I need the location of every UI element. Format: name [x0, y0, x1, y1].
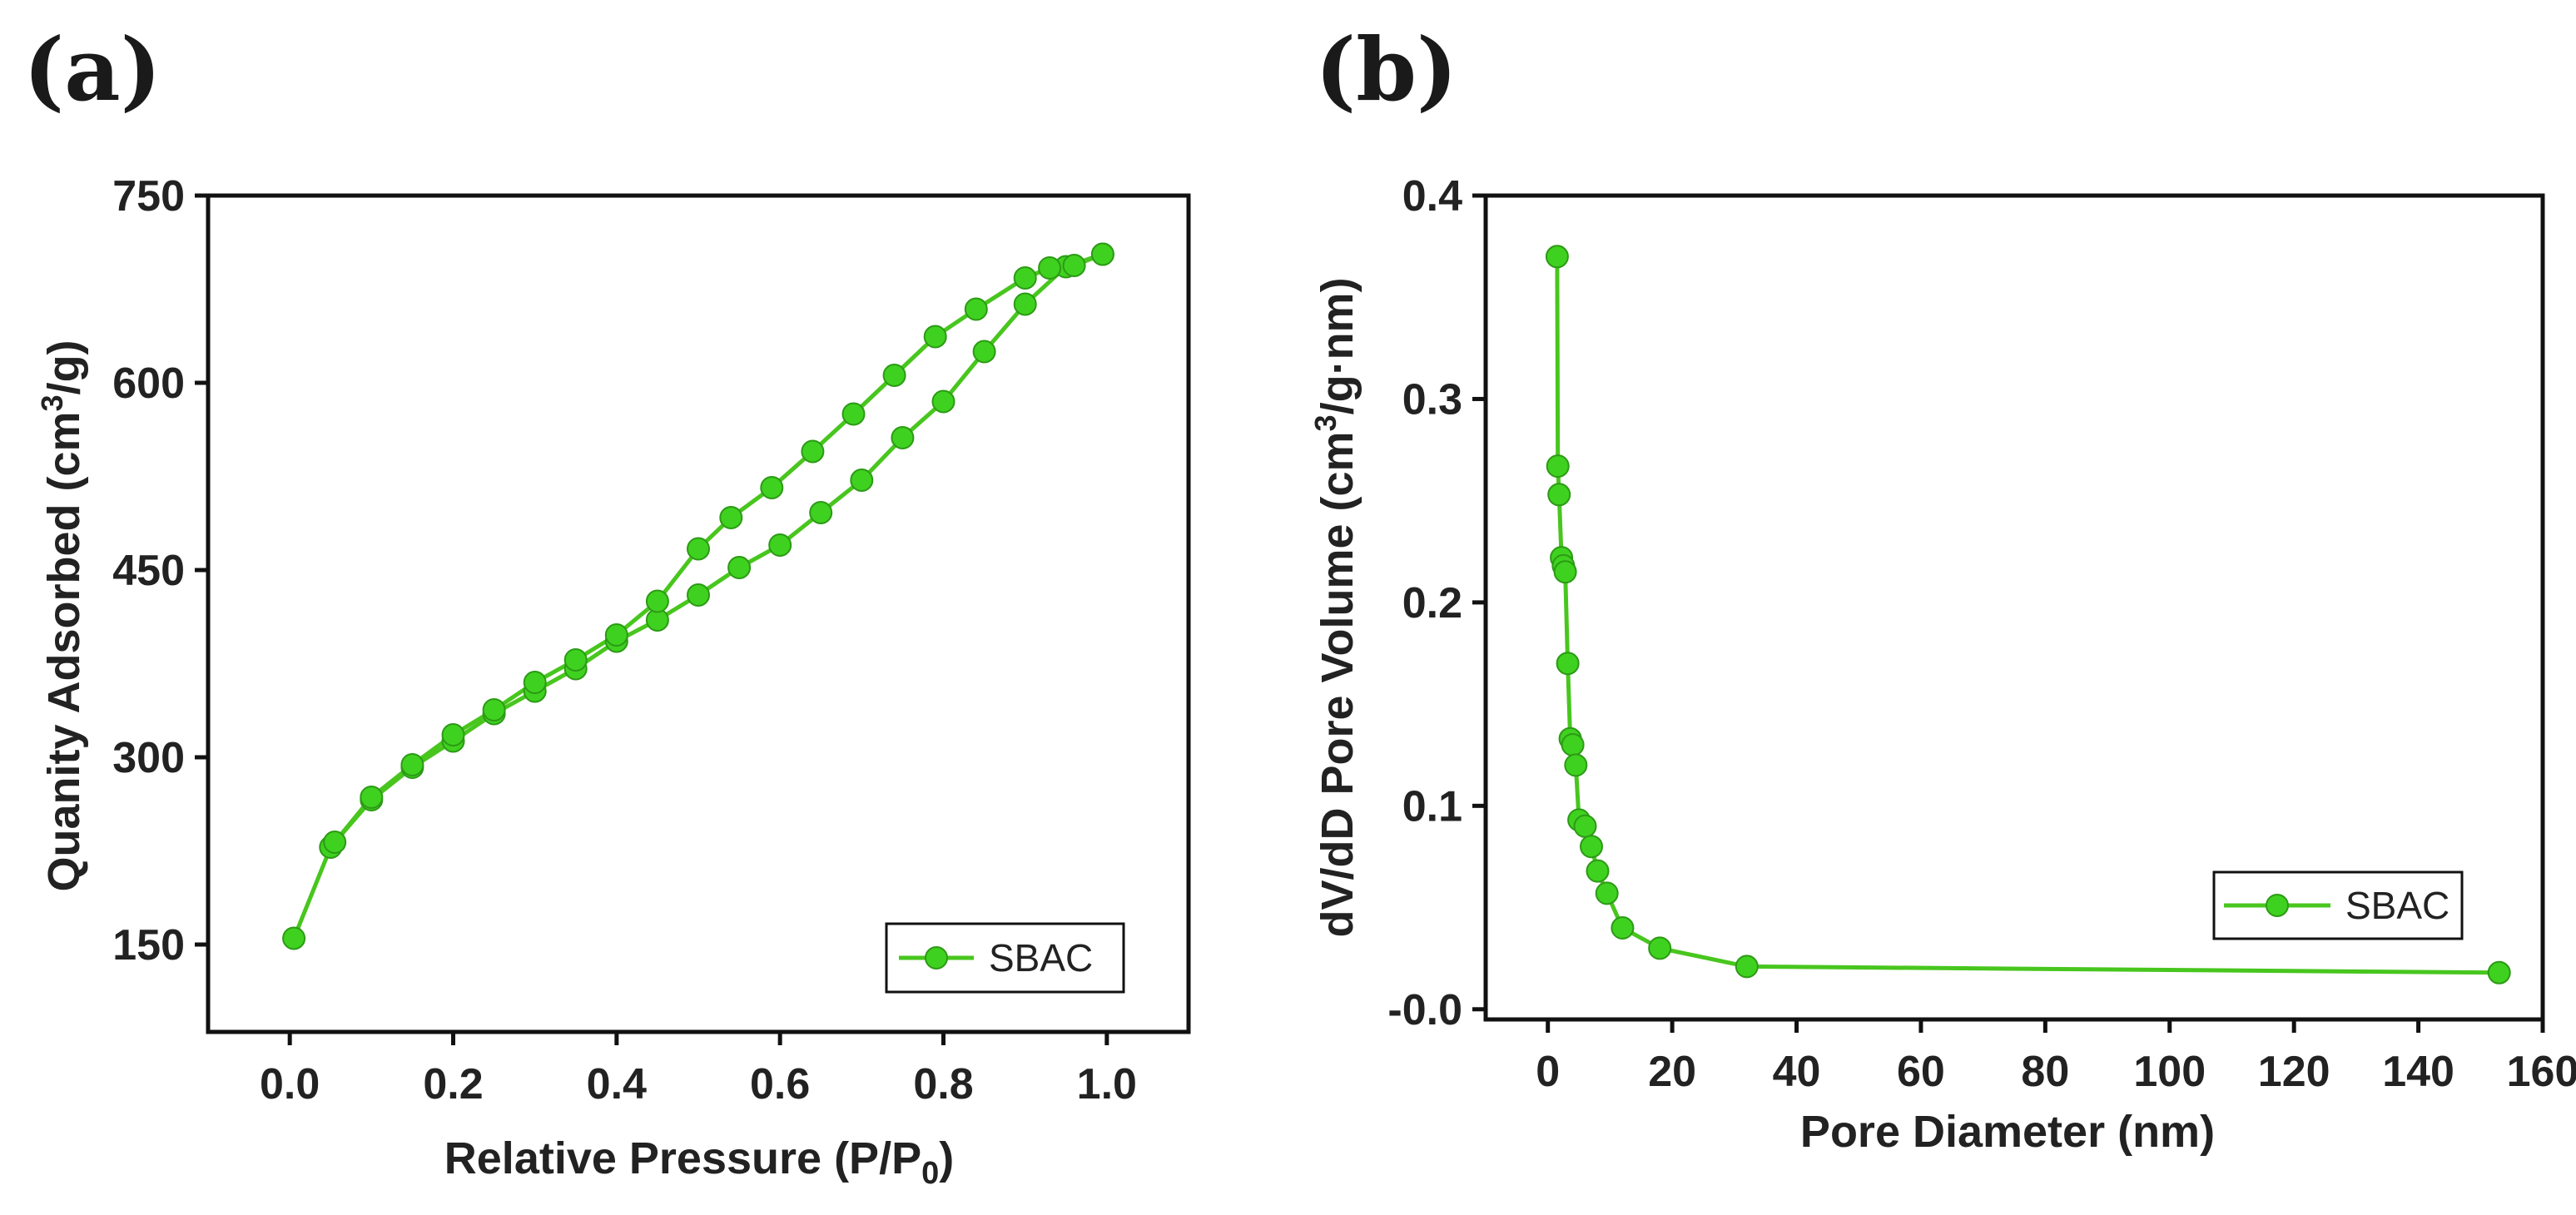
data-point — [760, 476, 784, 499]
x-tick-label: 0.8 — [913, 1060, 973, 1108]
panel-b-y-axis-title: dV/dD Pore Volume (cm3/g·nm) — [1308, 277, 1362, 937]
data-point — [282, 926, 306, 950]
panel-b-legend-label: SBAC — [2345, 884, 2449, 927]
panel-b-y-tick-labels: -0.0 0.1 0.2 0.3 0.4 — [1387, 172, 1462, 1034]
data-point — [1062, 254, 1086, 277]
data-point — [727, 556, 752, 579]
data-point — [1573, 814, 1597, 838]
x-tick-label: 60 — [1897, 1048, 1945, 1096]
data-point — [1545, 245, 1569, 269]
data-point — [604, 623, 628, 647]
panel-b-plot-frame — [1483, 193, 2545, 1022]
x-tick-label: 80 — [2021, 1048, 2069, 1096]
panel-b-x-tick-labels: 0 20 40 60 80 100 120 140 160 — [1536, 1048, 2576, 1096]
y-tick-label: 0.3 — [1402, 375, 1462, 424]
x-tick-label: 140 — [2382, 1048, 2454, 1096]
x-tick-label: 20 — [1648, 1048, 1696, 1096]
data-point — [850, 469, 874, 492]
x-tick-label: 40 — [1773, 1048, 1821, 1096]
data-point — [523, 671, 547, 694]
data-point — [841, 402, 866, 426]
data-point — [441, 723, 465, 746]
data-point — [882, 364, 906, 387]
data-point — [1546, 454, 1570, 479]
data-point — [1090, 242, 1114, 266]
data-point — [645, 589, 669, 613]
data-point — [923, 325, 947, 349]
y-tick-label: 0.2 — [1402, 579, 1462, 627]
data-point — [1586, 859, 1610, 883]
panel-b-x-axis-title: Pore Diameter (nm) — [1800, 1107, 2215, 1157]
data-point — [1564, 753, 1588, 777]
panel-a-legend: SBAC — [885, 922, 1125, 994]
panel-a-legend-marker — [925, 946, 948, 970]
panel-a-plot-frame — [206, 193, 1191, 1034]
x-tick-label: 0.2 — [423, 1060, 483, 1108]
data-point — [687, 583, 710, 607]
panel-b-pore-size-distribution: (b) 0 20 40 60 80 100 120 140 160 -0.0 0.1 0.2 0.3 0… — [1308, 18, 2576, 1157]
panel-b-ticks — [1472, 193, 2545, 1033]
data-point — [323, 831, 347, 854]
x-tick-label: 0 — [1536, 1048, 1560, 1096]
y-tick-label: 150 — [112, 921, 185, 970]
data-point — [687, 537, 710, 561]
data-point — [1561, 733, 1585, 756]
panel-b-label: (b) — [1315, 18, 1457, 121]
y-tick-label: 0.1 — [1402, 782, 1462, 831]
x-tick-label: 0.0 — [260, 1060, 320, 1108]
y-tick-label: 0.4 — [1402, 172, 1462, 221]
data-point — [482, 698, 506, 722]
panel-b-legend-marker — [2266, 894, 2289, 917]
x-tick-label: 0.6 — [750, 1060, 810, 1108]
data-point — [1648, 936, 1672, 960]
data-point — [2487, 960, 2511, 984]
x-tick-label: 160 — [2507, 1048, 2576, 1096]
y-tick-label: 450 — [112, 547, 185, 595]
panel-a-x-axis-title: Relative Pressure (P/P0) — [444, 1133, 954, 1191]
panel-a-y-axis-title: Quanity Adsorbed (cm3/g) — [35, 340, 89, 891]
panel-b-legend: SBAC — [2212, 870, 2464, 940]
y-tick-label: 600 — [112, 360, 185, 408]
data-point — [1547, 483, 1571, 507]
data-point — [1556, 652, 1580, 676]
data-point — [1580, 835, 1603, 859]
panel-a-legend-label: SBAC — [989, 936, 1093, 979]
x-tick-label: 100 — [2133, 1048, 2206, 1096]
data-point — [964, 297, 988, 321]
data-point — [719, 506, 743, 529]
data-point — [1553, 560, 1577, 584]
y-tick-label: -0.0 — [1387, 986, 1462, 1034]
x-tick-label: 0.4 — [587, 1060, 647, 1108]
panel-a-ticks — [195, 193, 1109, 1045]
data-point — [809, 501, 833, 524]
data-point — [768, 533, 792, 557]
data-point — [1013, 266, 1037, 290]
x-tick-label: 120 — [2258, 1048, 2330, 1096]
data-point — [891, 426, 915, 449]
data-point — [1611, 916, 1635, 940]
panel-a-label: (a) — [23, 18, 161, 121]
data-point — [563, 648, 588, 672]
data-point — [400, 753, 424, 776]
panel-a-series — [282, 242, 1114, 950]
y-tick-label: 300 — [112, 734, 185, 782]
data-point — [801, 439, 825, 464]
data-point — [972, 340, 996, 364]
data-point — [1013, 292, 1037, 316]
data-point — [1595, 881, 1619, 905]
panel-a-x-tick-labels: 0.0 0.2 0.4 0.6 0.8 1.0 — [260, 1060, 1137, 1108]
data-point — [1735, 955, 1759, 979]
y-tick-label: 750 — [112, 172, 185, 221]
panel-a-adsorption-isotherm: (a) 0.0 0.2 0.4 0.6 0.8 1.0 150 300 450 600 750 S… — [23, 18, 1191, 1191]
data-point — [931, 389, 955, 414]
data-point — [360, 786, 384, 809]
panel-a-y-tick-labels: 150 300 450 600 750 — [112, 172, 185, 970]
panel-b-series — [1545, 245, 2511, 984]
x-tick-label: 1.0 — [1077, 1060, 1137, 1108]
data-point — [1038, 256, 1062, 280]
